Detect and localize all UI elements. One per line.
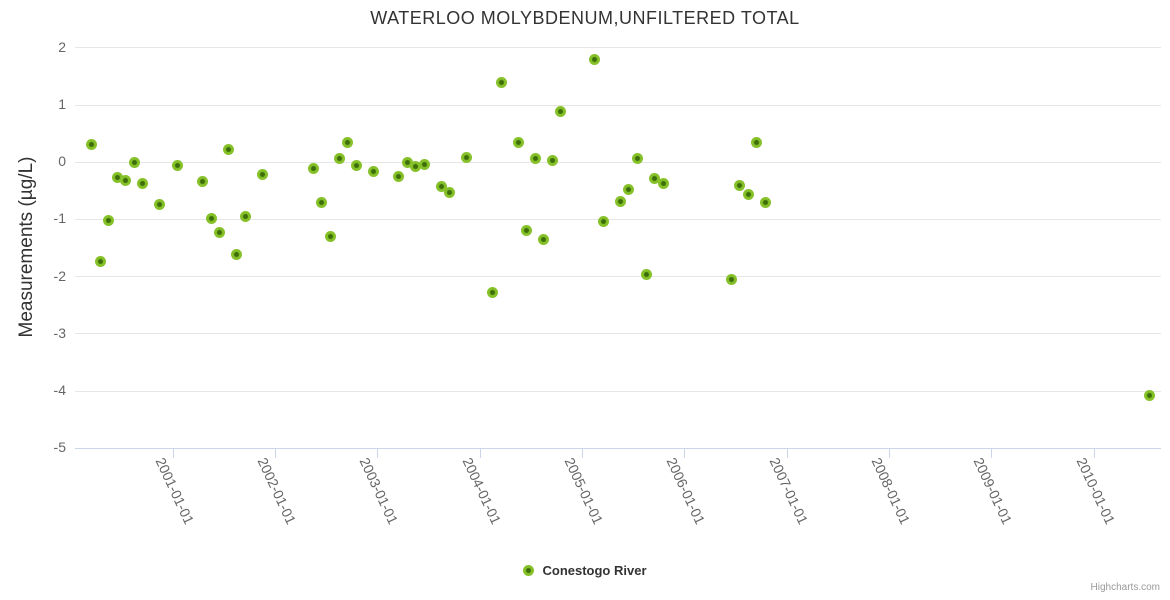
x-axis-tick: [582, 448, 583, 458]
y-axis-tick-label: 2: [58, 38, 66, 55]
x-axis-tick: [889, 448, 890, 458]
data-point[interactable]: [86, 138, 98, 150]
data-point[interactable]: [742, 188, 754, 200]
data-point[interactable]: [487, 286, 498, 298]
highcharts-credits-link[interactable]: Highcharts.com: [1090, 582, 1160, 593]
x-axis-tick: [684, 448, 686, 458]
data-point[interactable]: [597, 216, 609, 228]
data-point[interactable]: [256, 169, 268, 181]
data-point[interactable]: [614, 195, 626, 207]
data-point[interactable]: [512, 136, 524, 148]
data-point[interactable]: [94, 256, 106, 268]
y-axis-tick-label: -3: [53, 324, 66, 341]
data-point[interactable]: [222, 143, 234, 155]
x-axis-tick-label: 2002-01-01: [254, 455, 300, 527]
data-point[interactable]: [205, 213, 217, 225]
data-point[interactable]: [589, 53, 601, 65]
data-point[interactable]: [759, 197, 771, 209]
data-point[interactable]: [214, 226, 226, 238]
data-point[interactable]: [239, 211, 251, 223]
x-axis-tick-label: 2004-01-01: [459, 455, 504, 527]
x-axis-tick: [1093, 448, 1095, 458]
data-point[interactable]: [435, 180, 447, 192]
data-point[interactable]: [495, 77, 507, 89]
x-axis-tick: [479, 448, 481, 458]
data-point[interactable]: [103, 214, 115, 226]
data-point[interactable]: [367, 165, 379, 177]
data-point[interactable]: [154, 199, 166, 211]
x-axis-tick-label: 2008-01-01: [868, 455, 914, 527]
data-point[interactable]: [538, 234, 550, 245]
data-point[interactable]: [529, 153, 541, 165]
x-axis-tick: [991, 448, 993, 458]
data-point[interactable]: [111, 171, 123, 183]
data-point[interactable]: [128, 156, 140, 168]
x-axis-tick-label: 2010-01-01: [1073, 455, 1118, 527]
data-point[interactable]: [725, 273, 737, 285]
chart-title: WATERLOO MOLYBDENUM,UNFILTERED TOTAL: [370, 8, 800, 28]
gridline: [75, 47, 1161, 49]
data-point[interactable]: [444, 186, 456, 198]
y-axis-tick-label: -4: [53, 382, 66, 398]
gridline: [75, 104, 1161, 106]
data-point[interactable]: [623, 184, 635, 196]
x-axis-tick-label: 2009-01-01: [970, 455, 1016, 527]
legend-label: Conestogo River: [542, 563, 647, 578]
data-point[interactable]: [350, 159, 362, 171]
y-axis-tick-label: -1: [53, 210, 66, 227]
gridline: [75, 161, 1161, 163]
data-point[interactable]: [231, 249, 243, 261]
data-point[interactable]: [120, 174, 132, 186]
data-point[interactable]: [333, 152, 345, 164]
x-axis-tick-label: 2006-01-01: [663, 455, 709, 527]
data-point[interactable]: [137, 177, 149, 189]
data-point[interactable]: [307, 163, 319, 175]
x-axis-line: [75, 448, 1161, 449]
x-axis-tick: [786, 448, 788, 458]
legend-item-conestogo-river[interactable]: Conestogo River: [0, 563, 1170, 578]
x-axis-tick-label: 2007-01-01: [766, 455, 811, 527]
data-point[interactable]: [461, 151, 473, 163]
gridline: [75, 333, 1161, 335]
data-point[interactable]: [393, 171, 405, 183]
data-point[interactable]: [171, 159, 183, 171]
data-point[interactable]: [649, 173, 660, 185]
data-point[interactable]: [316, 197, 328, 209]
x-axis-tick: [275, 448, 276, 458]
y-axis-tick-label: 1: [58, 96, 66, 112]
data-point[interactable]: [401, 157, 413, 169]
data-point[interactable]: [631, 153, 643, 165]
x-axis-tick-label: 2003-01-01: [356, 455, 402, 527]
y-axis-tick-label: -2: [53, 267, 66, 284]
data-point[interactable]: [734, 180, 746, 192]
y-axis-tick-label: -5: [53, 439, 66, 456]
data-point[interactable]: [546, 155, 558, 167]
legend-marker-icon: [523, 565, 535, 576]
x-axis-tick-label: 2005-01-01: [561, 455, 607, 527]
data-point[interactable]: [342, 137, 353, 149]
data-point[interactable]: [640, 268, 652, 280]
data-point[interactable]: [325, 230, 336, 242]
data-point[interactable]: [657, 177, 669, 189]
data-point[interactable]: [197, 176, 208, 188]
gridline: [75, 390, 1161, 392]
x-axis-tick-label: 2001-01-01: [152, 455, 197, 527]
data-point[interactable]: [751, 137, 763, 149]
x-axis-tick: [377, 448, 379, 458]
data-point[interactable]: [410, 161, 422, 173]
x-axis-tick: [172, 448, 174, 458]
data-point[interactable]: [555, 106, 567, 118]
data-point[interactable]: [418, 158, 430, 170]
data-point[interactable]: [521, 225, 533, 237]
gridline: [75, 276, 1161, 278]
data-point[interactable]: [1143, 389, 1155, 401]
y-axis-tick-label: 0: [58, 153, 66, 170]
gridline: [75, 218, 1161, 220]
